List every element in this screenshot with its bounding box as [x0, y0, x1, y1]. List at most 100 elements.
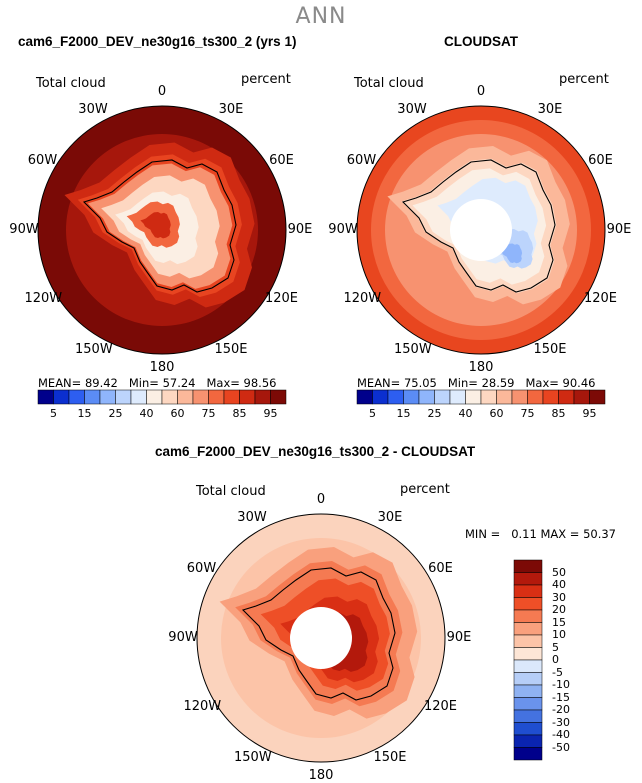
- panel1-colorbar-tick: 75: [201, 407, 216, 420]
- min-label: Min=: [128, 376, 159, 390]
- longitude-label: 180: [308, 768, 334, 783]
- panel3-colorbar-swatch: [513, 747, 543, 761]
- map-outline: [196, 513, 446, 763]
- panel2-variable-label: Total cloud: [354, 76, 424, 91]
- no-data-hole: [450, 199, 512, 261]
- panel3-colorbar-swatch: [513, 734, 543, 748]
- panel3-colorbar-tick: -10: [552, 678, 570, 691]
- longitude-label: 90W: [9, 222, 39, 237]
- max-value: 90.46: [562, 376, 596, 390]
- panel2-colorbar-tick: 95: [582, 407, 597, 420]
- longitude-label: 120W: [343, 291, 382, 306]
- panel2-colorbar-swatch: [372, 389, 389, 405]
- panel3-colorbar-swatch: [513, 684, 543, 698]
- panel2-colorbar-swatch: [511, 389, 528, 405]
- field-contour: [140, 212, 171, 239]
- longitude-label: 0: [157, 84, 167, 99]
- panel1-colorbar-swatch: [146, 389, 163, 405]
- map-panel1: [38, 106, 286, 354]
- panel2-colorbar-swatch: [542, 389, 559, 405]
- coastline: [401, 159, 556, 293]
- panel3-colorbar-swatch: [513, 559, 543, 573]
- max-value: 98.56: [243, 376, 277, 390]
- panel1-variable-label: Total cloud: [36, 76, 106, 91]
- longitude-label: 180: [468, 360, 494, 375]
- panel1-colorbar-swatch: [223, 389, 240, 405]
- panel3-colorbar-swatch: [513, 572, 543, 586]
- longitude-label: 150E: [214, 341, 248, 357]
- panel2-colorbar-swatch: [573, 389, 590, 405]
- panel3-colorbar-tick: 15: [552, 615, 566, 629]
- panel1-colorbar-swatch: [254, 389, 271, 405]
- coastline: [241, 567, 396, 701]
- max-label: Max=: [525, 376, 559, 390]
- panel2-units-label: percent: [559, 72, 609, 87]
- map-panel2: [357, 106, 605, 354]
- panel3-colorbar-swatch: [513, 622, 543, 636]
- panel1-colorbar-tick: 5: [50, 407, 57, 420]
- panel2-colorbar-swatch: [480, 389, 497, 405]
- max-value: 50.37: [583, 527, 617, 541]
- panel1-colorbar-swatch: [161, 389, 178, 405]
- panel2-colorbar-swatch: [449, 389, 466, 405]
- panel3-variable-label: Total cloud: [196, 484, 266, 499]
- panel1-units-label: percent: [241, 72, 291, 87]
- panel1-colorbar-swatch: [270, 389, 287, 405]
- longitude-label: 30W: [78, 102, 108, 118]
- longitude-label: 150E: [373, 749, 407, 765]
- panel1-colorbar-tick: 25: [108, 407, 123, 420]
- longitude-label: 180: [149, 360, 175, 375]
- longitude-label: 150W: [394, 341, 432, 357]
- longitude-label: 30E: [377, 510, 403, 526]
- map-outline: [37, 105, 287, 355]
- coastline: [82, 159, 237, 293]
- panel1-colorbar-tick: 60: [170, 407, 185, 420]
- panel3-colorbar-tick: -5: [552, 665, 563, 679]
- panel2-colorbar-swatch: [356, 389, 373, 405]
- panel3-colorbar-swatch: [513, 697, 543, 711]
- longitude-label: 120E: [264, 291, 299, 306]
- panel1-colorbar-swatch: [208, 389, 225, 405]
- panel3-colorbar-tick: 0: [552, 653, 559, 666]
- longitude-label: 30E: [218, 102, 244, 118]
- panel3-colorbar-tick: 50: [552, 565, 566, 579]
- longitude-label: 90W: [328, 222, 358, 237]
- panel3-colorbar-swatch: [513, 584, 543, 598]
- panel2-colorbar-tick: 75: [520, 407, 535, 420]
- panel2-colorbar-tick: 25: [427, 407, 442, 420]
- panel1-colorbar-swatch: [239, 389, 256, 405]
- longitude-label: 30E: [537, 102, 563, 118]
- panel3-colorbar-swatch: [513, 672, 543, 686]
- panel3-stats: MIN = 0.11 MAX = 50.37: [465, 527, 616, 541]
- longitude-label: 120E: [423, 699, 458, 714]
- panel2-colorbar-tick: 40: [458, 407, 473, 420]
- longitude-label: 120E: [583, 291, 618, 306]
- panel1-colorbar-tick: 40: [139, 407, 154, 420]
- panel2-colorbar-swatch: [418, 389, 435, 405]
- panel3-colorbar-tick: 20: [552, 603, 566, 616]
- panel1-colorbar-swatch: [68, 389, 85, 405]
- longitude-label: 90E: [287, 222, 313, 237]
- longitude-label: 30W: [237, 510, 267, 526]
- longitude-label: 120W: [24, 291, 63, 306]
- panel1-colorbar-swatch: [37, 389, 54, 405]
- min-label: Min=: [447, 376, 478, 390]
- panel1-colorbar-tick: 85: [232, 407, 247, 420]
- panel3-colorbar-tick: -40: [552, 728, 570, 741]
- panel2-stats: MEAN= 75.05 Min= 28.59 Max= 90.46: [357, 376, 595, 390]
- panel2-colorbar-swatch: [387, 389, 404, 405]
- panel3-colorbar-tick: 40: [552, 578, 566, 591]
- min-value: 28.59: [481, 376, 515, 390]
- panel2-colorbar-tick: 15: [396, 407, 411, 420]
- panel1-colorbar-swatch: [99, 389, 116, 405]
- max-label: Max=: [206, 376, 240, 390]
- panel3-colorbar-tick: -50: [552, 740, 570, 754]
- longitude-label: 0: [316, 492, 326, 507]
- min-value: 57.24: [162, 376, 196, 390]
- mean-value: 75.05: [403, 376, 437, 390]
- longitude-label: 150E: [533, 341, 567, 357]
- panel3-colorbar-swatch: [513, 634, 543, 648]
- max-label: MAX =: [540, 527, 580, 541]
- panel3-colorbar-swatch: [513, 722, 543, 736]
